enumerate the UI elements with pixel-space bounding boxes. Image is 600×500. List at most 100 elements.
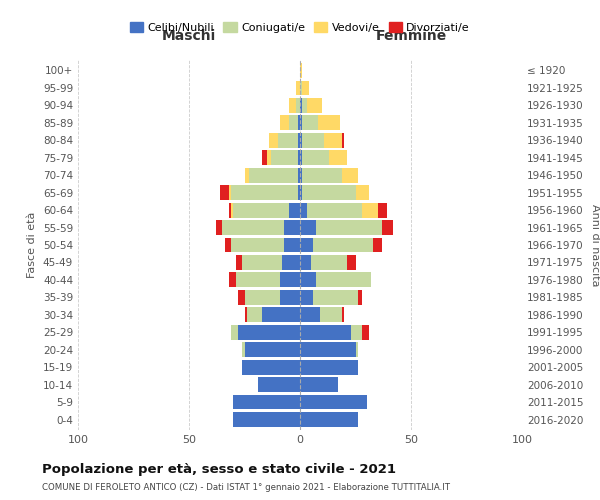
Bar (300, 63, 302, 78)
Bar (300, 342, 355, 357)
Bar (358, 290, 362, 305)
Bar (316, 272, 371, 287)
Bar (242, 360, 300, 374)
Bar (269, 133, 278, 148)
Bar (238, 325, 300, 340)
Bar (342, 168, 358, 182)
Text: Femmine: Femmine (376, 28, 446, 42)
Bar (236, 255, 242, 270)
Bar (245, 342, 300, 357)
Y-axis label: Fasce di età: Fasce di età (28, 212, 37, 278)
Bar (289, 98, 296, 113)
Bar (300, 238, 313, 252)
Bar (313, 238, 373, 252)
Text: Popolazione per età, sesso e stato civile - 2021: Popolazione per età, sesso e stato civil… (42, 462, 396, 475)
Bar (325, 133, 342, 148)
Bar (300, 272, 316, 287)
Bar (289, 202, 300, 218)
Bar (233, 394, 300, 409)
Bar (222, 220, 284, 235)
Bar (300, 80, 302, 96)
Bar (233, 202, 289, 218)
Bar (300, 360, 358, 374)
Bar (378, 202, 386, 218)
Bar (307, 98, 322, 113)
Bar (298, 150, 300, 165)
Bar (302, 98, 307, 113)
Bar (249, 168, 298, 182)
Bar (242, 255, 282, 270)
Bar (302, 133, 325, 148)
Bar (318, 116, 340, 130)
Bar (284, 238, 300, 252)
Bar (298, 168, 300, 182)
Y-axis label: Anni di nascita: Anni di nascita (590, 204, 600, 286)
Bar (229, 272, 236, 287)
Bar (247, 308, 262, 322)
Bar (224, 238, 231, 252)
Bar (231, 325, 238, 340)
Bar (302, 80, 309, 96)
Bar (300, 255, 311, 270)
Bar (245, 290, 280, 305)
Bar (231, 202, 233, 218)
Bar (266, 150, 271, 165)
Bar (298, 133, 300, 148)
Bar (238, 290, 245, 305)
Bar (231, 185, 298, 200)
Bar (362, 325, 369, 340)
Bar (282, 255, 300, 270)
Text: COMUNE DI FEROLETO ANTICO (CZ) - Dati ISTAT 1° gennaio 2021 - Elaborazione TUTTI: COMUNE DI FEROLETO ANTICO (CZ) - Dati IS… (42, 484, 450, 492)
Bar (300, 133, 302, 148)
Bar (313, 290, 358, 305)
Bar (307, 202, 362, 218)
Bar (229, 202, 231, 218)
Bar (296, 98, 300, 113)
Bar (300, 325, 351, 340)
Bar (245, 308, 247, 322)
Bar (280, 272, 300, 287)
Bar (300, 98, 302, 113)
Bar (280, 116, 289, 130)
Bar (316, 220, 382, 235)
Bar (284, 220, 300, 235)
Bar (300, 116, 302, 130)
Bar (300, 168, 302, 182)
Bar (298, 116, 300, 130)
Bar (320, 308, 342, 322)
Bar (311, 255, 347, 270)
Bar (242, 342, 245, 357)
Bar (220, 185, 229, 200)
Bar (300, 220, 316, 235)
Text: Maschi: Maschi (162, 28, 216, 42)
Bar (215, 220, 223, 235)
Bar (373, 238, 382, 252)
Bar (278, 133, 298, 148)
Bar (236, 272, 280, 287)
Bar (233, 412, 300, 427)
Bar (382, 220, 393, 235)
Bar (258, 377, 300, 392)
Bar (342, 133, 344, 148)
Bar (300, 185, 302, 200)
Bar (289, 116, 298, 130)
Bar (302, 185, 355, 200)
Bar (355, 185, 369, 200)
Bar (262, 150, 266, 165)
Bar (300, 202, 307, 218)
Bar (300, 290, 313, 305)
Legend: Celibi/Nubili, Coniugati/e, Vedovi/e, Divorziati/e: Celibi/Nubili, Coniugati/e, Vedovi/e, Di… (125, 18, 475, 37)
Bar (329, 150, 347, 165)
Bar (300, 412, 358, 427)
Bar (300, 150, 302, 165)
Bar (300, 394, 367, 409)
Bar (302, 150, 329, 165)
Bar (362, 202, 378, 218)
Bar (245, 168, 249, 182)
Bar (296, 80, 300, 96)
Bar (302, 168, 342, 182)
Bar (355, 342, 358, 357)
Bar (351, 325, 362, 340)
Bar (302, 116, 318, 130)
Bar (229, 185, 231, 200)
